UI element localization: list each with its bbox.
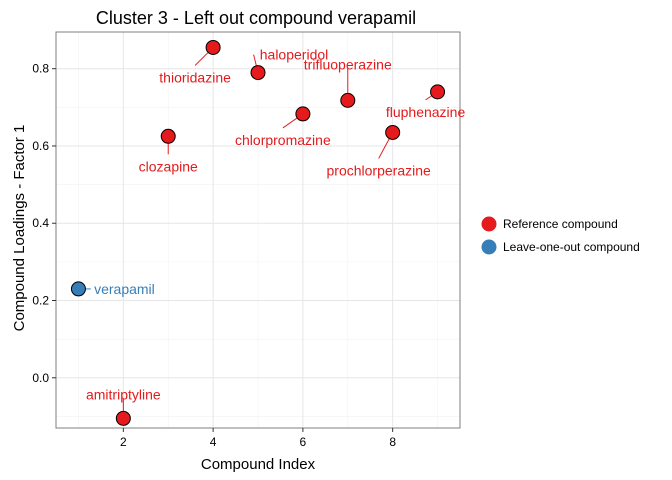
y-tick-label: 0.8	[32, 62, 49, 76]
y-axis-title: Compound Loadings - Factor 1	[11, 125, 28, 332]
plot-panel	[55, 31, 461, 429]
y-tick-label: 0.6	[32, 139, 49, 153]
y-tick-label: 0.4	[32, 216, 49, 230]
data-point	[115, 410, 131, 426]
x-tick-label: 8	[389, 435, 396, 449]
point-label: fluphenazine	[386, 104, 466, 120]
data-point	[250, 65, 266, 81]
y-tick-label: 0.0	[32, 371, 49, 385]
data-point	[385, 124, 401, 140]
data-point	[70, 281, 86, 297]
x-tick-label: 6	[300, 435, 307, 449]
x-axis-title: Compound Index	[201, 456, 316, 473]
y-tick-label: 0.2	[32, 294, 49, 308]
x-tick-label: 4	[210, 435, 217, 449]
point-label: haloperidol	[260, 47, 329, 63]
data-point	[295, 106, 311, 122]
legend-swatch	[481, 239, 497, 255]
x-tick-label: 2	[120, 435, 127, 449]
point-label: chlorpromazine	[235, 132, 331, 148]
point-label: prochlorperazine	[327, 162, 431, 178]
data-point	[430, 84, 446, 100]
axis-ticks: 2 4 6 8 0.0 0.2 0.4 0.6 0.8	[32, 62, 396, 449]
data-point	[340, 92, 356, 108]
point-label: thioridazine	[159, 69, 231, 85]
point-label: verapamil	[94, 281, 155, 297]
point-label: amitriptyline	[86, 386, 161, 402]
data-point	[160, 128, 176, 144]
legend-label: Reference compound	[503, 217, 618, 231]
legend-swatch	[481, 216, 497, 232]
chart-title: Cluster 3 - Left out compound verapamil	[96, 8, 416, 28]
data-point	[205, 39, 221, 55]
panel-border	[55, 31, 461, 429]
data-points: amitriptyline clozapine thioridazine halope…	[70, 39, 466, 426]
legend: Reference compound Leave-one-out compound	[481, 216, 640, 255]
legend-label: Leave-one-out compound	[503, 240, 640, 254]
point-label: trifluoperazine	[304, 56, 392, 72]
point-label: clozapine	[139, 158, 198, 174]
